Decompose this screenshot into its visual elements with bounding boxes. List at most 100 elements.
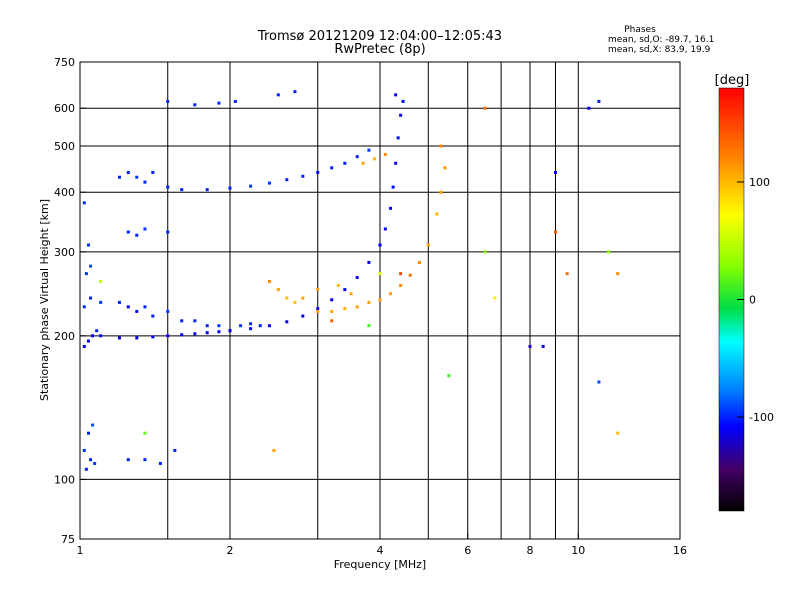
y-axis-label: Stationary phase Virtual Height [km] <box>38 199 51 401</box>
echo-point <box>565 272 569 276</box>
y-tick-label: 300 <box>54 246 75 259</box>
echo-point <box>126 305 130 309</box>
echo-point <box>233 99 237 103</box>
echo-point <box>272 448 276 452</box>
echo-point <box>143 431 147 435</box>
echo-point <box>343 307 347 311</box>
echo-point <box>151 170 155 174</box>
echo-point <box>316 309 320 313</box>
echo-point <box>367 260 371 264</box>
echo-point <box>267 279 271 283</box>
y-tick-label: 500 <box>54 140 75 153</box>
y-tick-label: 750 <box>54 56 75 69</box>
echo-point <box>126 170 130 174</box>
colorbar-label: [deg] <box>715 73 750 88</box>
echo-point <box>399 113 403 117</box>
echo-point <box>355 155 359 159</box>
echo-point <box>86 339 90 343</box>
echo-point <box>99 334 103 338</box>
echo-point <box>399 272 403 276</box>
echo-point <box>249 322 253 326</box>
echo-point <box>408 273 412 277</box>
echo-point <box>607 250 611 254</box>
echo-point <box>217 101 221 105</box>
echo-point <box>616 431 620 435</box>
echo-point <box>166 309 170 313</box>
echo-point <box>193 103 197 107</box>
echo-point <box>389 292 393 296</box>
echo-point <box>597 99 601 103</box>
echo-point <box>151 335 155 339</box>
y-axis-ticks: 75 100 200 300 400 500 600 750 <box>54 56 86 546</box>
echo-point <box>91 334 95 338</box>
echo-point <box>330 309 334 313</box>
echo-point <box>367 300 371 304</box>
echo-point <box>166 99 170 103</box>
echo-point <box>180 188 184 192</box>
echo-point <box>228 186 232 190</box>
echo-point <box>166 230 170 234</box>
echo-point <box>439 144 443 148</box>
echo-point <box>89 458 93 462</box>
colorbar-tick-label: 0 <box>749 294 756 307</box>
echo-point <box>143 305 147 309</box>
echo-point <box>389 206 393 210</box>
echo-point <box>193 332 197 336</box>
echo-point <box>82 305 86 309</box>
echo-point <box>373 157 377 161</box>
y-tick-label: 400 <box>54 186 75 199</box>
echo-point <box>126 458 130 462</box>
chart-subtitle: RwPretec (8p) <box>334 42 425 57</box>
echo-point <box>180 319 184 323</box>
echo-point <box>396 136 400 140</box>
echo-point <box>82 344 86 348</box>
echo-points <box>82 90 620 471</box>
colorbar-ticks: 100 0 -100 <box>737 176 774 424</box>
echo-point <box>117 175 121 179</box>
echo-point <box>82 201 86 205</box>
echo-point <box>89 296 93 300</box>
stats-line-o: mean, sd,O: -89.7, 16.1 <box>608 35 714 45</box>
x-tick-label: 10 <box>571 544 585 557</box>
echo-point <box>301 314 305 318</box>
echo-point <box>417 260 421 264</box>
echo-point <box>378 298 382 302</box>
stats-heading: Phases <box>624 25 656 35</box>
echo-point <box>180 333 184 337</box>
echo-point <box>258 324 262 328</box>
echo-point <box>91 423 95 427</box>
echo-point <box>553 170 557 174</box>
echo-point <box>285 320 289 324</box>
echo-point <box>151 314 155 318</box>
echo-point <box>249 184 253 188</box>
echo-point <box>135 309 139 313</box>
echo-point <box>285 296 289 300</box>
echo-point <box>528 344 532 348</box>
echo-point <box>276 288 280 292</box>
echo-point <box>401 99 405 103</box>
x-tick-label: 1 <box>77 544 84 557</box>
echo-point <box>143 180 147 184</box>
y-tick-label: 100 <box>54 473 75 486</box>
x-axis-ticks: 1 2 4 6 8 10 16 <box>77 533 687 557</box>
echo-point <box>205 331 209 335</box>
echo-point <box>378 243 382 247</box>
echo-point <box>587 106 591 110</box>
echo-point <box>597 380 601 384</box>
echo-point <box>135 175 139 179</box>
echo-point <box>391 185 395 189</box>
echo-point <box>293 300 297 304</box>
echo-point <box>553 230 557 234</box>
echo-point <box>84 272 88 276</box>
echo-point <box>228 329 232 333</box>
echo-point <box>394 93 398 97</box>
echo-point <box>367 148 371 152</box>
echo-point <box>93 461 97 465</box>
echo-point <box>143 458 147 462</box>
echo-point <box>367 324 371 328</box>
echo-point <box>493 296 497 300</box>
echo-point <box>166 334 170 338</box>
echo-point <box>316 170 320 174</box>
x-tick-label: 2 <box>227 544 234 557</box>
echo-point <box>205 188 209 192</box>
